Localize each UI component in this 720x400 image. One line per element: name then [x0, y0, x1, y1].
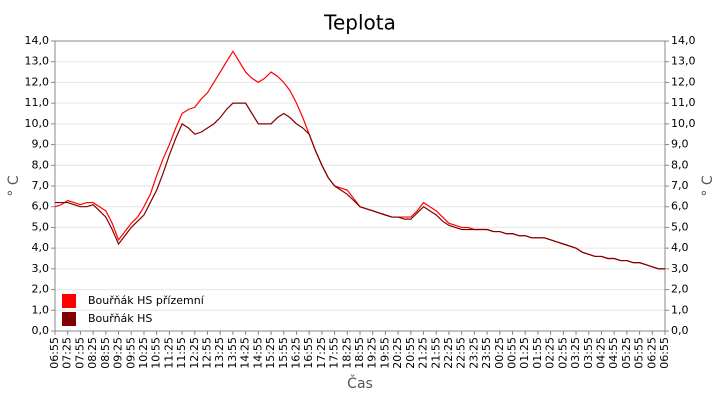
x-tick-label: 03:55: [582, 337, 595, 369]
x-tick-label: 12:55: [201, 337, 214, 369]
series-line: [54, 50, 665, 270]
x-tick-label: 04:25: [594, 337, 607, 369]
x-tick-label: 06:55: [48, 337, 61, 369]
y-tick-label: 0,0: [32, 324, 50, 337]
x-tick-label: 06:55: [658, 337, 671, 369]
x-tick-label: 09:25: [112, 337, 125, 369]
y-tick-label: 9,0: [32, 138, 50, 151]
x-axis-title: Čas: [347, 374, 373, 392]
y-tick-label: 1,0: [32, 303, 50, 316]
x-tick-label: 11:25: [162, 337, 175, 369]
y-tick-label: 8,0: [32, 158, 50, 171]
x-tick-label: 16:25: [289, 337, 302, 369]
x-tick-label: 07:55: [73, 337, 86, 369]
y-tick-label: 6,0: [32, 200, 50, 213]
y-tick-label: 10,0: [25, 117, 50, 130]
y2-tick-label: 9,0: [671, 138, 689, 151]
x-tick-label: 21:55: [429, 337, 442, 369]
x-tick-label: 01:55: [531, 337, 544, 369]
x-tick-label: 07:25: [61, 337, 74, 369]
y-tick-label: 4,0: [32, 241, 50, 254]
y-tick-label: 2,0: [32, 283, 50, 296]
x-tick-label: 19:55: [378, 337, 391, 369]
x-tick-label: 20:25: [391, 337, 404, 369]
x-tick-label: 13:55: [226, 337, 239, 369]
y2-tick-label: 0,0: [671, 324, 689, 337]
x-tick-label: 22:55: [455, 337, 468, 369]
x-tick-label: 14:25: [239, 337, 252, 369]
y2-tick-label: 12,0: [671, 75, 696, 88]
x-tick-label: 23:25: [467, 337, 480, 369]
x-tick-label: 10:25: [137, 337, 150, 369]
x-tick-label: 17:25: [315, 337, 328, 369]
x-tick-label: 23:55: [480, 337, 493, 369]
x-tick-label: 02:25: [544, 337, 557, 369]
legend-swatch: [62, 312, 76, 326]
x-tick-label: 09:55: [124, 337, 137, 369]
y2-tick-label: 5,0: [671, 220, 689, 233]
y-tick-label: 11,0: [25, 96, 50, 109]
y-tick-label: 14,0: [25, 34, 50, 47]
y2-tick-label: 10,0: [671, 117, 696, 130]
x-tick-label: 05:55: [633, 337, 646, 369]
legend-label: Bouřňák HS: [88, 312, 152, 325]
x-tick-label: 10:55: [150, 337, 163, 369]
x-tick-label: 08:55: [99, 337, 112, 369]
y2-tick-label: 3,0: [671, 262, 689, 275]
y2-tick-label: 4,0: [671, 241, 689, 254]
x-tick-label: 17:55: [328, 337, 341, 369]
x-tick-label: 18:55: [353, 337, 366, 369]
x-tick-label: 15:55: [277, 337, 290, 369]
y2-tick-label: 1,0: [671, 303, 689, 316]
x-tick-label: 13:25: [213, 337, 226, 369]
chart-title: Teplota: [323, 11, 396, 35]
x-tick-label: 16:55: [302, 337, 315, 369]
y2-tick-label: 14,0: [671, 34, 696, 47]
x-tick-label: 21:25: [417, 337, 430, 369]
x-tick-label: 00:25: [493, 337, 506, 369]
y2-tick-label: 6,0: [671, 200, 689, 213]
x-tick-label: 01:25: [518, 337, 531, 369]
x-tick-label: 11:55: [175, 337, 188, 369]
legend-swatch: [62, 294, 76, 308]
x-tick-label: 05:25: [620, 337, 633, 369]
y2-tick-label: 11,0: [671, 96, 696, 109]
x-tick-label: 12:25: [188, 337, 201, 369]
legend-label: Bouřňák HS přízemní: [88, 294, 205, 307]
y2-tick-label: 7,0: [671, 179, 689, 192]
x-tick-label: 18:25: [340, 337, 353, 369]
y2-tick-label: 13,0: [671, 55, 696, 68]
x-tick-label: 22:25: [442, 337, 455, 369]
x-tick-label: 08:25: [86, 337, 99, 369]
y2-tick-label: 8,0: [671, 158, 689, 171]
y-tick-label: 12,0: [25, 75, 50, 88]
x-tick-label: 20:55: [404, 337, 417, 369]
x-tick-label: 02:55: [556, 337, 569, 369]
x-tick-label: 04:55: [607, 337, 620, 369]
y2-axis-title: ° C: [700, 175, 716, 196]
x-tick-label: 06:25: [645, 337, 658, 369]
y-tick-label: 7,0: [32, 179, 50, 192]
y-tick-label: 5,0: [32, 220, 50, 233]
x-tick-label: 15:25: [264, 337, 277, 369]
y-axis-title: ° C: [6, 175, 22, 196]
y2-tick-label: 2,0: [671, 283, 689, 296]
x-tick-label: 03:25: [569, 337, 582, 369]
series-line: [55, 102, 665, 270]
y-tick-label: 13,0: [25, 55, 50, 68]
x-tick-label: 14:55: [251, 337, 264, 369]
x-tick-label: 00:55: [506, 337, 519, 369]
y-tick-label: 3,0: [32, 262, 50, 275]
x-tick-label: 19:25: [366, 337, 379, 369]
